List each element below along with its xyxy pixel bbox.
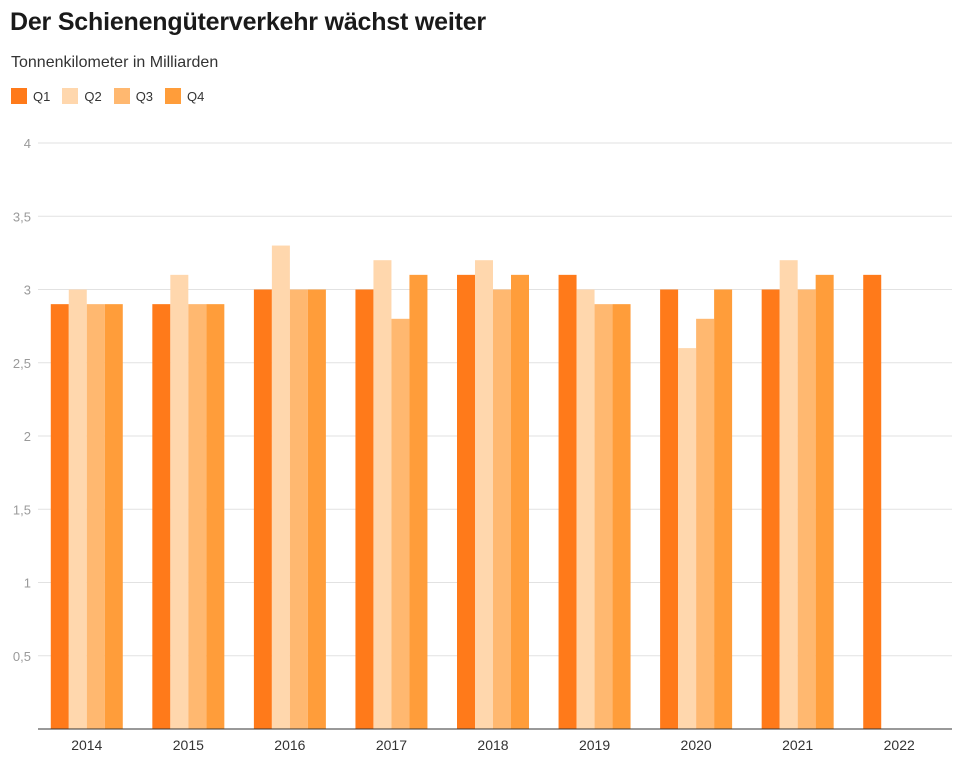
legend-swatch-q3 xyxy=(113,88,130,104)
legend-item-q3: Q3 xyxy=(113,88,154,104)
legend-label-q3: Q3 xyxy=(135,88,154,104)
y-tick-label: 0,5 xyxy=(13,649,31,664)
x-tick-label: 2022 xyxy=(884,737,915,753)
legend-swatch-q1 xyxy=(11,88,27,104)
bar-q3-2016 xyxy=(289,289,308,729)
chart-title: Der Schienengüterverkehr wächst weiter xyxy=(10,8,486,36)
chart-subtitle: Tonnenkilometer in Milliarden xyxy=(11,54,219,71)
bar-q4-2021 xyxy=(815,274,834,729)
legend-item-q2: Q2 xyxy=(62,88,102,104)
legend-swatch-q2 xyxy=(62,88,79,104)
x-tick-label: 2021 xyxy=(782,737,813,753)
y-tick-label: 1,5 xyxy=(13,502,31,517)
bar-q2-2021 xyxy=(779,260,798,729)
legend-item-q4: Q4 xyxy=(165,88,204,104)
x-tick-label: 2019 xyxy=(579,737,610,753)
bar-q1-2017 xyxy=(355,289,374,729)
x-tick-label: 2016 xyxy=(274,737,305,753)
y-tick-label: 4 xyxy=(24,136,31,151)
bar-q1-2019 xyxy=(558,274,577,729)
bar-q2-2019 xyxy=(576,289,595,729)
x-tick-label: 2017 xyxy=(376,737,407,753)
y-tick-label: 3,5 xyxy=(13,209,31,224)
bar-q4-2014 xyxy=(104,304,123,729)
bar-q3-2015 xyxy=(188,304,207,729)
y-tick-label: 1 xyxy=(24,576,31,591)
bar-q1-2020 xyxy=(660,289,679,729)
legend: Q1 Q2 Q3 Q4 xyxy=(11,88,204,104)
bar-q2-2018 xyxy=(475,260,493,729)
y-tick-label: 2,5 xyxy=(13,356,31,371)
bar-q2-2017 xyxy=(373,260,392,729)
bar-q2-2016 xyxy=(271,245,290,730)
bar-q3-2021 xyxy=(797,289,816,729)
legend-label-q4: Q4 xyxy=(187,88,205,104)
bar-q3-2018 xyxy=(493,289,511,729)
bar-q4-2017 xyxy=(409,274,428,729)
bar-q1-2021 xyxy=(761,289,780,729)
bar-q3-2019 xyxy=(594,304,613,729)
bar-q2-2020 xyxy=(678,348,697,729)
bar-q4-2018 xyxy=(511,274,529,729)
y-tick-label: 3 xyxy=(24,283,31,298)
legend-label-q1: Q1 xyxy=(33,88,51,104)
x-tick-label: 2020 xyxy=(681,737,712,753)
bar-q1-2015 xyxy=(152,304,171,729)
bar-q3-2014 xyxy=(86,304,105,729)
x-tick-label: 2015 xyxy=(173,737,204,753)
bar-q4-2016 xyxy=(307,289,326,729)
bar-q3-2020 xyxy=(696,318,715,729)
legend-label-q2: Q2 xyxy=(84,88,102,104)
bar-q4-2019 xyxy=(612,304,631,729)
bar-q3-2017 xyxy=(391,318,410,729)
bar-q4-2015 xyxy=(206,304,225,729)
bar-q1-2018 xyxy=(457,274,475,729)
x-tick-label: 2018 xyxy=(477,737,508,753)
bar-q1-2014 xyxy=(50,304,69,729)
x-tick-label: 2014 xyxy=(71,737,102,753)
legend-item-q1: Q1 xyxy=(11,88,50,104)
bar-q2-2015 xyxy=(170,274,189,729)
bar-q2-2014 xyxy=(68,289,87,729)
bar-q1-2016 xyxy=(253,289,272,729)
bar-q1-2022 xyxy=(863,274,882,729)
y-tick-label: 2 xyxy=(24,429,31,444)
legend-swatch-q4 xyxy=(165,88,182,104)
bar-q4-2020 xyxy=(714,289,733,729)
